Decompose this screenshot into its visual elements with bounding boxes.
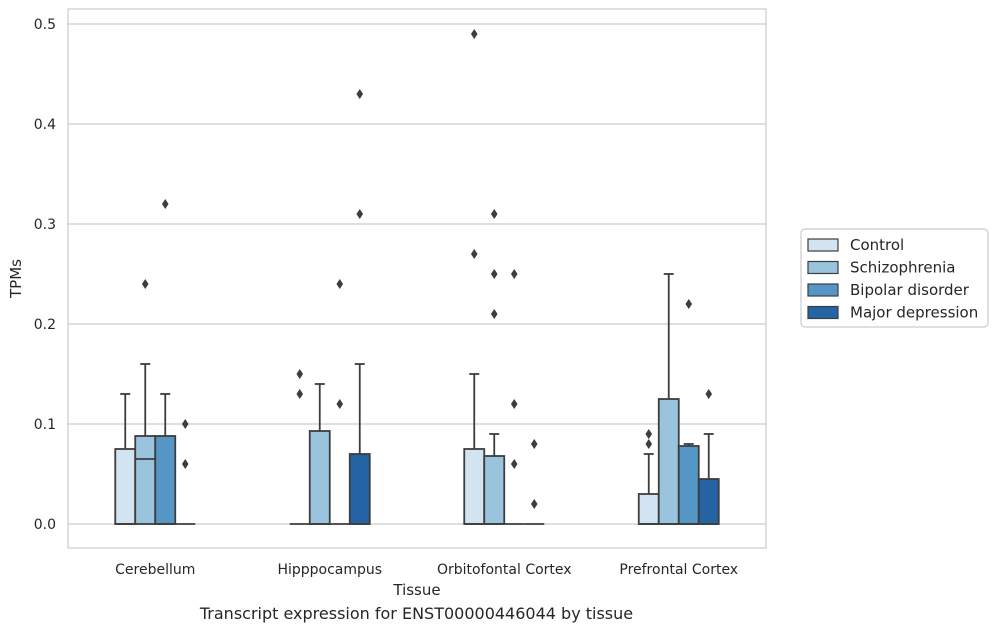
box-body [677,445,700,525]
box-body [134,435,157,525]
y-tick-labels: 0.0 0.1 0.2 0.3 0.4 0.5 [34,17,56,533]
box-major-depression [175,419,196,525]
y-tick-label: 0.3 [34,217,56,233]
y-tick-label: 0.2 [34,317,56,333]
plot-area [67,8,767,549]
y-tick-label: 0.5 [34,17,56,33]
outlier-point [510,269,518,279]
box-plots [114,29,720,525]
y-tick-label: 0.1 [34,417,56,433]
legend-frame [800,228,989,328]
x-tick-label: Prefrontal Cortex [619,562,738,578]
outlier-point [645,439,653,449]
box-bipolar-disorder [677,299,700,525]
outlier-point [645,429,653,439]
outlier-point [530,499,538,509]
box-body [697,478,720,525]
box-body [154,435,177,525]
box-major-depression [348,89,371,525]
box-control [637,429,660,525]
box-body [657,398,680,525]
legend-item: Bipolar disorder [807,281,970,299]
box-schizophrenia [308,383,331,525]
outlier-point [336,279,344,289]
outlier-point [490,309,498,319]
legend-swatch [807,305,839,320]
legend-label: Major depression [850,304,978,322]
box-bipolar-disorder [329,279,350,525]
box-body [463,448,486,525]
legend-label: Schizophrenia [850,259,955,277]
x-tick-label: Cerebellum [115,562,195,578]
outlier-point [336,399,344,409]
box-major-depression [697,389,720,525]
outlier-point [181,419,189,429]
outlier-point [141,279,149,289]
outlier-point [490,269,498,279]
box-body [348,453,371,525]
outlier-point [470,249,478,259]
legend: Control Schizophrenia Bipolar disorder Majo… [800,228,989,328]
legend-label: Bipolar disorder [850,281,970,299]
chart-caption: Transcript expression for ENST0000044604… [199,604,634,623]
box-bipolar-disorder [504,269,525,525]
outlier-point [356,89,364,99]
box-bipolar-disorder [154,199,177,525]
box-body [114,448,137,525]
outlier-point [356,209,364,219]
outlier-point [510,399,518,409]
box-body [308,430,331,525]
legend-swatch [807,260,839,275]
x-tick-labels: Cerebellum Hipppocampus Orbitofontal Corte… [115,562,738,578]
outlier-point [296,369,304,379]
y-tick-label: 0.4 [34,117,56,133]
outlier-point [181,459,189,469]
box-body [483,455,506,525]
y-tick-label: 0.0 [34,517,56,533]
outlier-point [470,29,478,39]
outlier-point [510,459,518,469]
outlier-point [530,439,538,449]
legend-item: Schizophrenia [807,259,955,277]
legend-label: Control [850,236,904,254]
legend-item: Control [807,236,904,254]
outlier-point [685,299,693,309]
box-schizophrenia [483,209,506,525]
outlier-point [705,389,713,399]
box-control [289,369,310,525]
box-body [637,493,660,525]
box-major-depression [524,439,545,525]
outlier-point [490,209,498,219]
y-axis-label: TPMs [7,259,25,299]
legend-item: Major depression [807,304,978,322]
x-tick-label: Hipppocampus [277,562,382,578]
legend-swatch [807,283,839,297]
outlier-point [161,199,169,209]
outlier-point [296,389,304,399]
x-tick-label: Orbitofontal Cortex [437,562,572,578]
x-axis-label: Tissue [392,581,440,599]
legend-swatch [807,238,839,252]
